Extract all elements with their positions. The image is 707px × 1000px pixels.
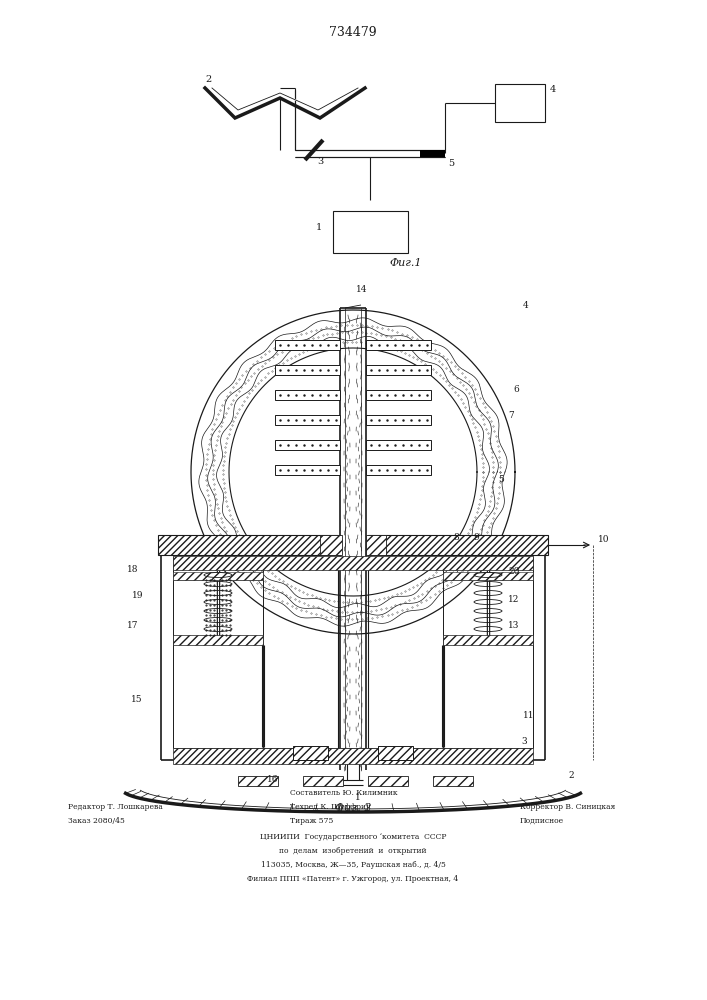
Bar [275,340,340,350]
Bar [420,149,445,156]
Text: 4: 4 [523,300,529,310]
Text: 20: 20 [508,568,520,576]
Text: Тираж 575: Тираж 575 [290,817,334,825]
Bar [275,440,340,450]
Bar [173,748,533,764]
Text: Заказ 2080/45: Заказ 2080/45 [68,817,125,825]
Bar [366,390,431,400]
Text: 3: 3 [521,738,527,746]
Bar [366,535,386,555]
Text: 1: 1 [355,793,361,802]
Text: Φиг.1: Φиг.1 [390,258,423,268]
Bar [295,149,445,156]
Bar [173,635,263,645]
Text: 1: 1 [316,223,322,232]
Text: Филиал ППП «Патент» г. Ужгород, ул. Проектная, 4: Филиал ППП «Патент» г. Ужгород, ул. Прое… [247,875,459,883]
Text: 14: 14 [356,286,368,294]
Text: 11: 11 [523,710,534,720]
Text: 18: 18 [127,566,138,574]
Bar [275,465,340,475]
Bar [320,535,342,555]
Bar [366,465,431,475]
Text: Техред К. Шуффрич: Техред К. Шуффрич [290,803,371,811]
Text: 8: 8 [453,532,459,542]
Text: 9: 9 [473,532,479,542]
Bar [366,415,431,425]
Bar [275,415,340,425]
Text: Подписное: Подписное [520,817,564,825]
Text: 4: 4 [550,85,556,94]
Bar [495,84,545,122]
Text: 12: 12 [508,595,520,604]
Text: 734479: 734479 [329,25,377,38]
Text: 16: 16 [267,775,279,784]
Bar [443,572,533,580]
Text: 6: 6 [513,385,519,394]
Bar [368,535,548,555]
Text: 2: 2 [568,770,573,780]
Text: Редактор Т. Лошкарева: Редактор Т. Лошкарева [68,803,163,811]
Bar [158,535,338,555]
Text: 13: 13 [508,620,520,630]
Text: 17: 17 [127,620,138,630]
Text: 113035, Москва, Ж—35, Раушская наб., д. 4/5: 113035, Москва, Ж—35, Раушская наб., д. … [261,861,445,869]
Bar [366,340,431,350]
Bar [378,746,413,760]
Bar [173,572,263,580]
Text: 2: 2 [205,76,211,85]
Text: 10: 10 [598,536,609,544]
Bar [275,365,340,375]
Bar [443,635,533,645]
Bar [368,776,408,786]
Text: Корректор В. Синицкая: Корректор В. Синицкая [520,803,615,811]
Bar [366,365,431,375]
Text: Составитель Ю. Килимник: Составитель Ю. Килимник [290,789,397,797]
Bar [433,776,473,786]
Text: 7: 7 [508,410,514,420]
Bar [332,211,407,253]
Text: 5: 5 [448,158,454,167]
Bar [238,776,278,786]
Bar [366,440,431,450]
Text: 3: 3 [317,157,323,166]
Text: 19: 19 [132,590,143,599]
Text: 5: 5 [498,476,504,485]
Bar [275,390,340,400]
Text: Φиз. 2: Φиз. 2 [334,803,371,813]
Text: ЦНИИПИ  Государственного ‘комитета  СССР: ЦНИИПИ Государственного ‘комитета СССР [259,833,446,841]
Bar [173,556,533,570]
Text: по  делам  изобретений  и  открытий: по делам изобретений и открытий [279,847,427,855]
Text: 15: 15 [132,696,143,704]
Bar [293,746,328,760]
Bar [303,776,343,786]
